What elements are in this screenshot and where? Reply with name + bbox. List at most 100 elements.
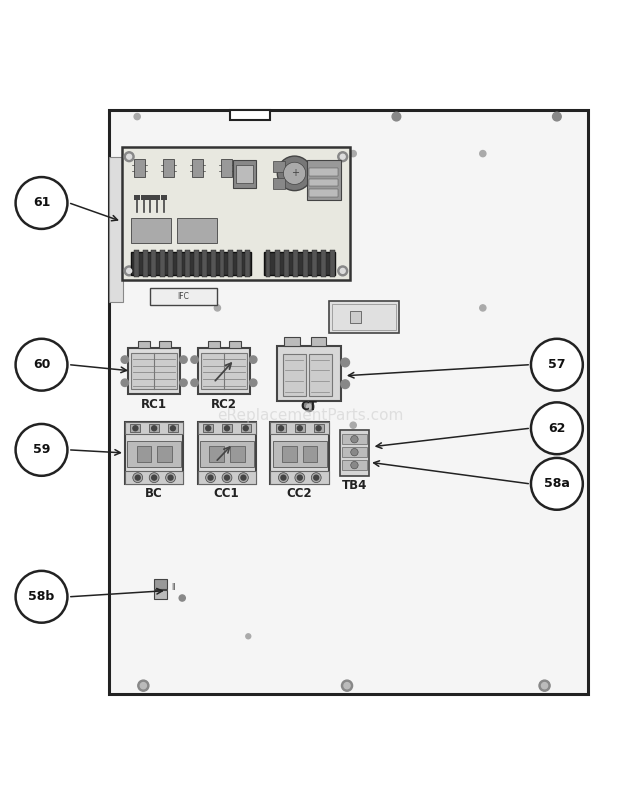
Bar	[233, 159, 256, 187]
Circle shape	[138, 680, 149, 691]
Bar	[342, 434, 367, 445]
Circle shape	[191, 356, 198, 364]
Bar	[236, 165, 253, 183]
Bar	[138, 340, 150, 348]
Bar	[273, 441, 327, 466]
Bar	[309, 189, 339, 197]
Circle shape	[539, 680, 550, 691]
Circle shape	[179, 595, 185, 601]
Circle shape	[316, 426, 321, 431]
Text: 57: 57	[548, 358, 565, 371]
Circle shape	[16, 424, 68, 476]
Bar	[131, 252, 251, 276]
Bar	[312, 250, 317, 277]
Bar	[293, 250, 298, 277]
Circle shape	[552, 112, 561, 121]
Circle shape	[191, 379, 198, 386]
Text: 58b: 58b	[29, 590, 55, 603]
Circle shape	[480, 151, 486, 157]
Circle shape	[278, 426, 283, 431]
Text: BC: BC	[145, 486, 162, 500]
Bar	[131, 219, 171, 244]
Circle shape	[126, 155, 131, 159]
Circle shape	[304, 402, 314, 412]
Bar	[211, 250, 216, 277]
Bar	[270, 472, 329, 484]
Bar	[210, 445, 224, 461]
Bar	[134, 159, 145, 177]
Bar	[125, 472, 184, 484]
Bar	[198, 422, 256, 434]
Circle shape	[16, 339, 68, 391]
Bar	[237, 250, 242, 277]
Bar	[185, 250, 190, 277]
Bar	[265, 250, 270, 277]
Circle shape	[241, 475, 246, 480]
Circle shape	[133, 426, 138, 431]
Bar	[109, 111, 588, 694]
Bar	[314, 424, 324, 432]
Bar	[134, 195, 140, 200]
Bar	[275, 250, 280, 277]
Circle shape	[168, 475, 173, 480]
Bar	[141, 195, 147, 200]
Bar	[177, 250, 182, 277]
Bar	[125, 422, 184, 484]
Text: eReplacementParts.com: eReplacementParts.com	[217, 409, 403, 424]
Circle shape	[243, 426, 248, 431]
Bar	[157, 445, 172, 461]
Circle shape	[134, 151, 140, 157]
Bar	[277, 346, 342, 400]
Circle shape	[239, 473, 249, 482]
Circle shape	[541, 682, 547, 689]
Circle shape	[341, 358, 350, 367]
Circle shape	[166, 473, 175, 482]
Text: 58a: 58a	[544, 477, 570, 490]
Bar	[241, 424, 250, 432]
Circle shape	[140, 682, 146, 689]
Text: 61: 61	[33, 196, 50, 210]
Bar	[130, 424, 140, 432]
Bar	[163, 159, 174, 177]
Bar	[149, 424, 159, 432]
Circle shape	[134, 114, 140, 119]
Bar	[109, 157, 123, 302]
Bar	[307, 159, 341, 200]
Circle shape	[298, 426, 303, 431]
Bar	[149, 288, 218, 305]
Circle shape	[531, 402, 583, 454]
Circle shape	[350, 305, 356, 311]
Bar	[161, 195, 167, 200]
Circle shape	[206, 473, 216, 482]
Bar	[284, 337, 299, 346]
Bar	[350, 311, 361, 324]
Circle shape	[314, 475, 319, 480]
Circle shape	[180, 356, 187, 364]
Bar	[221, 159, 232, 177]
Bar	[125, 422, 184, 434]
Bar	[283, 353, 306, 396]
Bar	[342, 447, 367, 457]
Circle shape	[392, 112, 401, 121]
Circle shape	[480, 305, 486, 311]
Bar	[284, 250, 289, 277]
Bar	[230, 110, 270, 119]
Bar	[230, 445, 244, 461]
Bar	[198, 348, 250, 394]
Text: II: II	[172, 583, 176, 592]
Circle shape	[249, 379, 257, 386]
Circle shape	[350, 151, 356, 157]
Bar	[198, 472, 256, 484]
Circle shape	[224, 475, 229, 480]
Bar	[311, 337, 326, 346]
Bar	[198, 422, 256, 484]
Bar	[321, 250, 326, 277]
Circle shape	[170, 426, 175, 431]
Bar	[208, 340, 219, 348]
Bar	[194, 250, 199, 277]
Circle shape	[281, 475, 286, 480]
Bar	[154, 590, 167, 599]
Bar	[228, 250, 233, 277]
Circle shape	[180, 379, 187, 386]
Circle shape	[246, 634, 250, 638]
